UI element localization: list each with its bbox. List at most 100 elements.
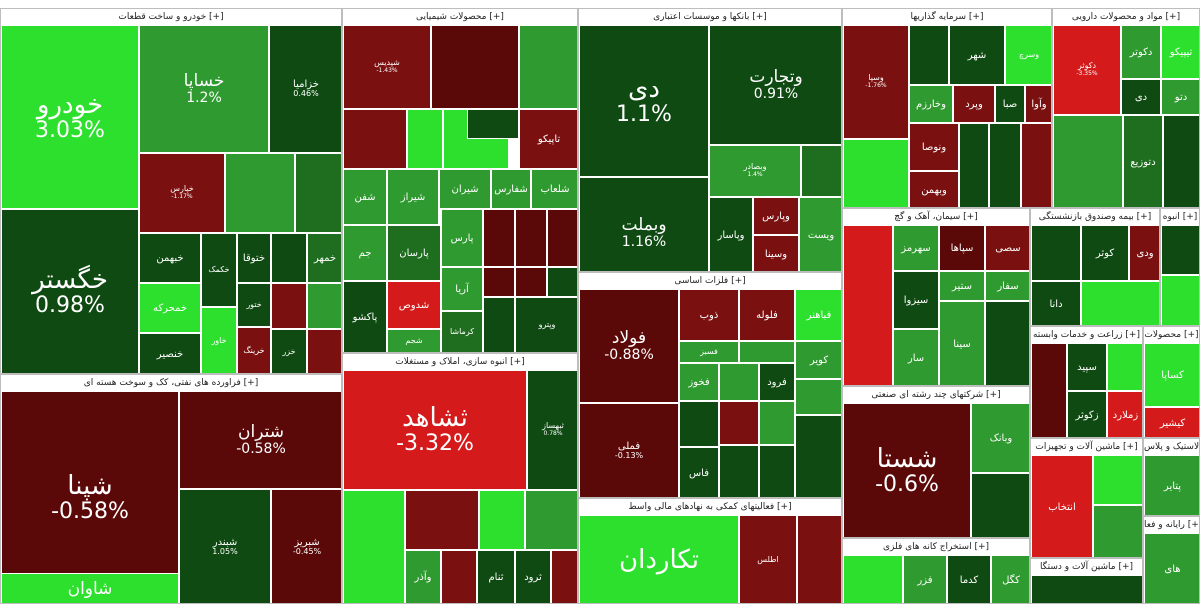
stock-tile-unlabeled[interactable]	[515, 209, 547, 267]
stock-tile-unlabeled[interactable]	[759, 445, 795, 497]
stock-tile-unlabeled[interactable]	[407, 109, 443, 169]
stock-tile[interactable]: شفن	[343, 169, 387, 225]
stock-tile[interactable]: ودی	[1129, 225, 1159, 281]
stock-tile[interactable]: کوثر	[1081, 225, 1129, 281]
stock-tile-unlabeled[interactable]	[1053, 115, 1123, 207]
sector-header[interactable]: شرکتهای چند رشته ای صنعتی [+]	[843, 387, 1029, 403]
stock-tile[interactable]: کرماشا	[441, 311, 483, 352]
sector-header[interactable]: استخراج کانه های فلزی [+]	[843, 539, 1029, 555]
stock-tile[interactable]: شبندر 1.05%	[179, 489, 271, 603]
sector-header[interactable]: ماشین آلات و دستگا [+]	[1031, 559, 1142, 575]
stock-tile[interactable]: پارس	[441, 209, 483, 267]
stock-tile-unlabeled[interactable]	[483, 297, 515, 352]
sector-header[interactable]: خودرو و ساخت قطعات [+]	[1, 9, 341, 25]
stock-tile[interactable]: کویر	[795, 341, 841, 379]
sector-header[interactable]: فراورده های نفتی، کک و سوخت هسته ای [+]	[1, 375, 341, 391]
stock-tile[interactable]: دکوتر	[1121, 25, 1161, 79]
stock-tile[interactable]: فباهنر	[795, 289, 841, 341]
stock-tile[interactable]: سینا	[939, 301, 985, 385]
stock-tile-unlabeled[interactable]	[547, 267, 577, 297]
stock-tile[interactable]: خودرو 3.03%	[1, 25, 139, 209]
stock-tile-unlabeled[interactable]	[719, 363, 759, 401]
stock-tile-unlabeled[interactable]	[759, 401, 795, 445]
stock-tile[interactable]: وسینا	[753, 235, 799, 271]
stock-tile[interactable]: خاور	[201, 307, 237, 373]
stock-tile[interactable]: های	[1144, 533, 1199, 603]
stock-tile-unlabeled[interactable]	[843, 555, 903, 603]
sector-header[interactable]: انبوه سازی، املاک و مستغلات [+]	[343, 354, 577, 370]
stock-tile-unlabeled[interactable]	[719, 401, 759, 445]
stock-tile[interactable]: ونوصا	[909, 123, 959, 171]
stock-tile[interactable]: ختور	[237, 283, 271, 327]
stock-tile[interactable]: فزر	[903, 555, 947, 603]
stock-tile[interactable]: خکمک	[201, 233, 237, 307]
stock-tile[interactable]: سار	[893, 329, 939, 385]
stock-tile[interactable]: وسپا -1.76%	[843, 25, 909, 139]
stock-tile[interactable]: آریا	[441, 267, 483, 311]
stock-tile-unlabeled[interactable]	[551, 550, 577, 603]
stock-tile[interactable]: فسبز	[679, 341, 739, 363]
stock-tile-unlabeled[interactable]	[795, 415, 841, 497]
stock-tile[interactable]: خزامیا 0.46%	[269, 25, 341, 153]
stock-tile-unlabeled[interactable]	[719, 445, 759, 497]
stock-tile[interactable]: شجم	[387, 329, 441, 352]
stock-tile[interactable]: خمحرکه	[139, 283, 201, 333]
stock-tile[interactable]: فولاد -0.88%	[579, 289, 679, 403]
stock-tile[interactable]: کگل	[991, 555, 1029, 603]
stock-tile[interactable]: وتجارت 0.91%	[709, 25, 841, 145]
stock-tile[interactable]: سهرمز	[893, 225, 939, 271]
stock-tile[interactable]: ثنام	[477, 550, 515, 603]
sector-header[interactable]: رایانه و فعا [+]	[1144, 517, 1199, 533]
stock-tile[interactable]: شپنا -0.58%	[1, 391, 179, 603]
stock-tile-unlabeled[interactable]	[525, 490, 577, 550]
stock-tile[interactable]: وسرچ	[1005, 25, 1051, 85]
sector-header[interactable]: ماشین آلات و تجهیزات [+]	[1031, 439, 1142, 455]
stock-tile[interactable]: شتران -0.58%	[179, 391, 341, 489]
stock-tile[interactable]: ویست	[799, 197, 841, 271]
sector-header[interactable]: فعالیتهای کمکی به نهادهای مالی واسط [+]	[579, 499, 841, 515]
stock-tile[interactable]: فملی -0.13%	[579, 403, 679, 497]
stock-tile[interactable]: وپرد	[953, 85, 995, 123]
stock-tile[interactable]: دکوثر -3.35%	[1053, 25, 1121, 115]
stock-tile[interactable]: دی 1.1%	[579, 25, 709, 177]
stock-tile-unlabeled[interactable]	[985, 301, 1029, 385]
stock-tile-unlabeled[interactable]	[483, 209, 515, 267]
sector-header[interactable]: محصولات شیمیایی [+]	[343, 9, 577, 25]
stock-tile-unlabeled[interactable]	[515, 267, 547, 297]
stock-tile[interactable]: سیزوا	[893, 271, 939, 329]
stock-tile-unlabeled[interactable]	[797, 515, 841, 603]
stock-tile[interactable]: فاس	[679, 447, 719, 497]
stock-tile[interactable]: فلوله	[739, 289, 795, 341]
stock-tile-unlabeled[interactable]	[1163, 115, 1199, 207]
stock-tile-unlabeled[interactable]	[971, 473, 1029, 537]
stock-tile[interactable]: ذوب	[679, 289, 739, 341]
stock-tile-unlabeled[interactable]	[843, 225, 893, 385]
stock-tile[interactable]: تاپیکو	[519, 109, 577, 169]
sector-header[interactable]: زراعت و خدمات وابسته [+]	[1031, 327, 1142, 343]
stock-tile-unlabeled[interactable]	[1081, 281, 1159, 325]
stock-tile-unlabeled[interactable]	[989, 123, 1021, 207]
sector-header[interactable]: بیمه وصندوق بازنشستگی [+]	[1031, 209, 1159, 225]
stock-tile[interactable]: جم	[343, 225, 387, 281]
stock-tile[interactable]: فخوز	[679, 363, 719, 401]
stock-tile-unlabeled[interactable]	[1107, 343, 1142, 391]
stock-tile-unlabeled[interactable]	[431, 25, 519, 109]
stock-tile-unlabeled[interactable]	[307, 329, 341, 373]
stock-tile[interactable]: وپاسار	[709, 197, 753, 271]
stock-tile[interactable]: وآوا	[1025, 85, 1051, 123]
stock-tile[interactable]: شفارس	[491, 169, 531, 209]
stock-tile-unlabeled[interactable]	[739, 341, 795, 363]
stock-tile[interactable]: شهر	[949, 25, 1005, 85]
stock-tile[interactable]: شیران	[439, 169, 491, 209]
stock-tile-unlabeled[interactable]	[959, 123, 989, 207]
stock-tile-unlabeled[interactable]	[547, 209, 577, 267]
stock-tile[interactable]: خپارس -1.17%	[139, 153, 225, 233]
stock-tile[interactable]: شستا -0.6%	[843, 403, 971, 537]
stock-tile-unlabeled[interactable]	[483, 267, 515, 297]
sector-header[interactable]: انبوه [+]	[1161, 209, 1199, 225]
stock-tile[interactable]: شلعاب	[531, 169, 577, 209]
stock-tile[interactable]: وخارزم	[909, 85, 953, 123]
stock-tile[interactable]: تیپیکو	[1161, 25, 1199, 79]
stock-tile[interactable]: سفار	[985, 271, 1029, 301]
sector-header[interactable]: سرمایه گذاریها [+]	[843, 9, 1051, 25]
